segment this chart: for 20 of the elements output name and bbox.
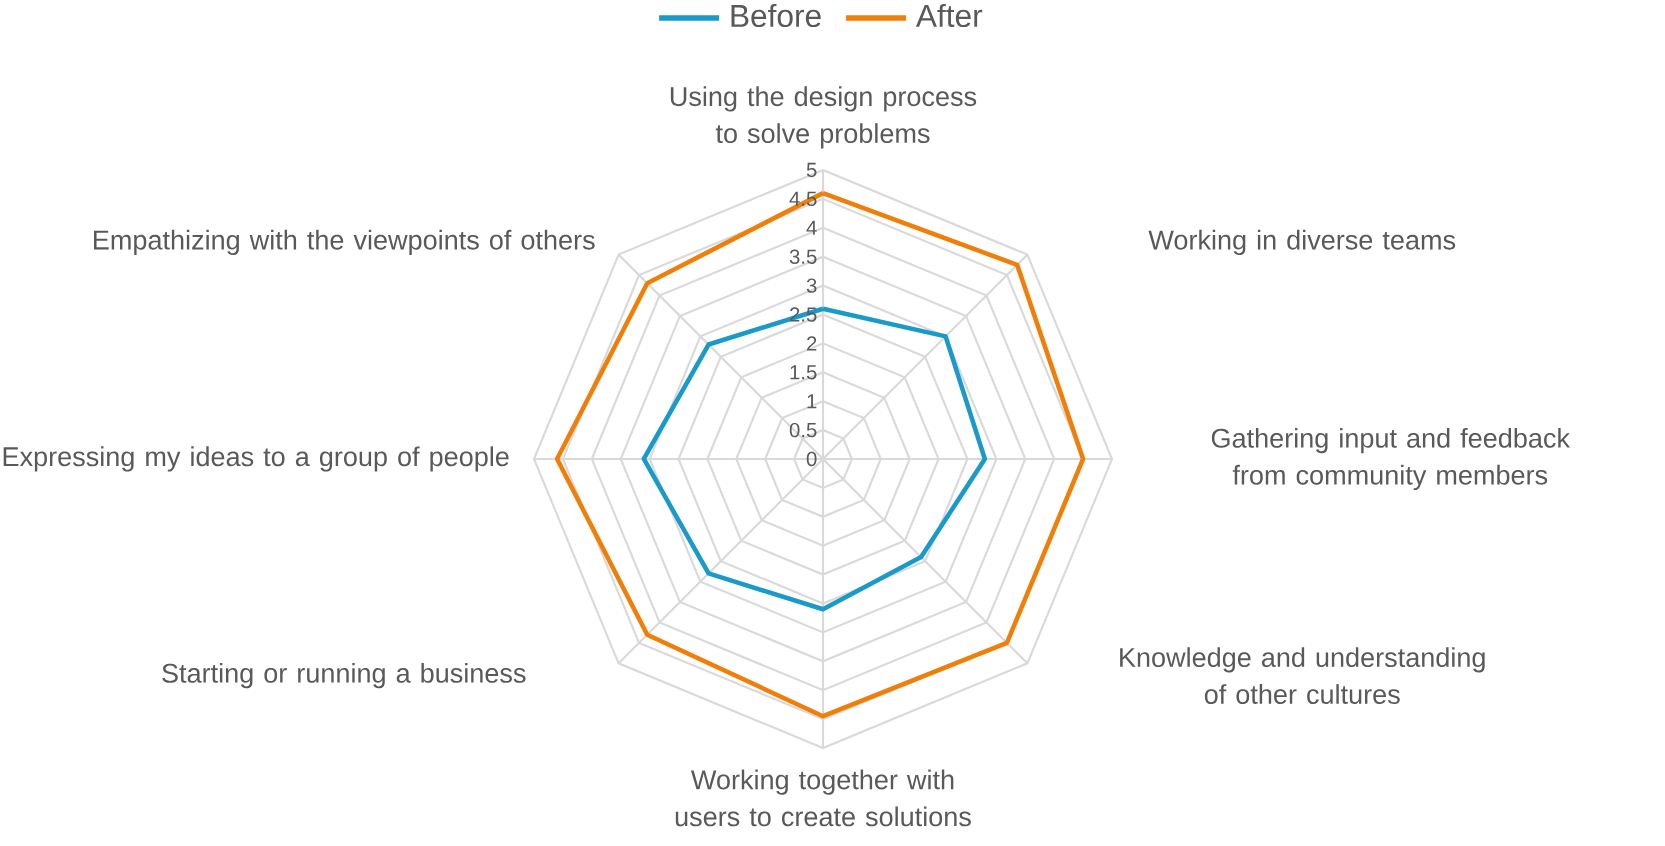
- y-tick-label: 5: [806, 162, 817, 178]
- y-tick-label: 1: [807, 394, 817, 409]
- spoke-label: Using the design process to solve problems: [670, 86, 977, 149]
- y-tick-label: 2: [807, 336, 817, 351]
- legend-label: Before: [731, 3, 821, 28]
- spoke-label: Working together with users to create solutions: [675, 769, 971, 827]
- legend-label: After: [915, 3, 983, 28]
- y-tick-label: 0.5: [789, 422, 817, 438]
- spoke-label: Starting or running a business: [162, 662, 526, 689]
- spoke-label: Working in diverse teams: [1148, 229, 1456, 255]
- y-tick-label: 0: [806, 451, 817, 467]
- spoke-label: Knowledge and understanding of other cultures: [1120, 647, 1485, 704]
- spoke-label: Expressing my ideas to a group of people: [3, 446, 509, 472]
- spoke-label: Gathering input and feedback from community members: [1211, 427, 1570, 491]
- y-tick-label: 2.5: [790, 307, 817, 322]
- spoke-label: Empathizing with the viewpoints of others: [94, 229, 595, 255]
- y-tick-label: 3: [806, 278, 817, 293]
- y-tick-label: 1.5: [790, 365, 817, 380]
- y-tick-label: 4: [806, 220, 817, 235]
- y-tick-label: 3.5: [789, 249, 817, 264]
